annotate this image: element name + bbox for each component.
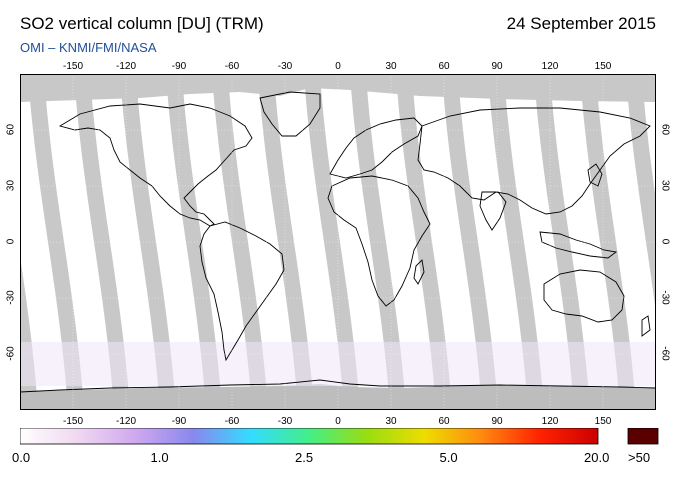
orbit-gap-swath bbox=[74, 74, 130, 410]
asia-coast bbox=[417, 107, 651, 215]
lat-tick-label: -30 bbox=[5, 290, 17, 305]
colorbar-gradient bbox=[20, 428, 599, 445]
lon-tick-label: 30 bbox=[385, 416, 397, 427]
africa-coast bbox=[327, 175, 431, 307]
japan-coast bbox=[587, 163, 603, 187]
lon-tick-label: -60 bbox=[224, 416, 240, 427]
lon-tick-label: 90 bbox=[491, 61, 503, 72]
lat-tick-label: 60 bbox=[659, 123, 671, 136]
colorbar bbox=[20, 428, 659, 445]
lon-tick-label: -60 bbox=[224, 61, 240, 72]
colorbar-overflow-swatch bbox=[627, 428, 659, 445]
lon-tick-label: -90 bbox=[171, 416, 187, 427]
lon-tick-label: 30 bbox=[385, 61, 397, 72]
colorbar-label: 1.0 bbox=[150, 450, 169, 465]
map-date: 24 September 2015 bbox=[506, 14, 656, 33]
orbit-gap-swath bbox=[396, 74, 452, 410]
lon-tick-label: 150 bbox=[594, 416, 612, 427]
orbit-gap-swath bbox=[488, 74, 544, 410]
australia-coast bbox=[543, 269, 625, 323]
lon-tick-label: -30 bbox=[277, 61, 293, 72]
lon-tick-label: 150 bbox=[594, 61, 612, 72]
colorbar-label: 0.0 bbox=[12, 450, 31, 465]
colorbar-label: 2.5 bbox=[295, 450, 314, 465]
so2-world-map bbox=[20, 74, 656, 410]
lat-tick-label: -60 bbox=[5, 346, 17, 361]
lon-tick-label: -30 bbox=[277, 416, 293, 427]
antarctica-coast bbox=[20, 379, 656, 393]
graticule bbox=[20, 74, 656, 410]
orbit-gap-swath bbox=[120, 74, 176, 410]
madagascar-coast bbox=[413, 259, 425, 285]
lon-tick-label: 60 bbox=[438, 61, 450, 72]
lat-tick-label: 30 bbox=[5, 179, 17, 192]
greenland-coast bbox=[259, 91, 321, 137]
lon-tick-label: -150 bbox=[62, 61, 83, 72]
colorbar-label: >50 bbox=[628, 450, 651, 465]
new-zealand-coast bbox=[641, 315, 651, 337]
south-noise-band bbox=[20, 342, 656, 386]
orbit-gap-swath bbox=[350, 74, 406, 410]
lon-tick-label: 0 bbox=[335, 416, 341, 427]
south-america-coast bbox=[199, 221, 285, 362]
maritime-asia-coast bbox=[539, 231, 618, 259]
lon-tick-label: 60 bbox=[438, 416, 450, 427]
colorbar-label: 20.0 bbox=[584, 450, 610, 465]
data-credit: OMI – KNMI/FMI/NASA bbox=[20, 40, 157, 55]
lon-tick-label: 90 bbox=[491, 416, 503, 427]
lat-tick-label: 60 bbox=[5, 123, 17, 136]
lon-tick-label: -90 bbox=[171, 61, 187, 72]
lat-tick-label: 0 bbox=[5, 238, 17, 245]
lat-tick-label: 30 bbox=[659, 179, 671, 192]
orbit-gap-swath bbox=[534, 74, 590, 410]
lon-tick-label: 0 bbox=[335, 61, 341, 72]
north-america-coast bbox=[58, 103, 253, 227]
coastlines bbox=[20, 91, 656, 393]
lon-tick-label: 120 bbox=[541, 416, 559, 427]
colorbar-label: 5.0 bbox=[439, 450, 458, 465]
orbit-gap-swath bbox=[212, 74, 268, 410]
lon-tick-label: -150 bbox=[62, 416, 83, 427]
south-polar-nodata bbox=[20, 384, 656, 410]
orbit-gap-swath bbox=[258, 74, 314, 410]
lon-tick-label: -120 bbox=[115, 416, 136, 427]
lat-tick-label: -60 bbox=[659, 346, 671, 361]
india-coast bbox=[479, 191, 507, 231]
lat-tick-label: 0 bbox=[659, 238, 671, 245]
map-title: SO2 vertical column [DU] (TRM) bbox=[20, 14, 264, 33]
lon-tick-label: -120 bbox=[115, 61, 136, 72]
lat-tick-label: -30 bbox=[659, 290, 671, 305]
lon-tick-label: 120 bbox=[541, 61, 559, 72]
orbit-gap-swath bbox=[626, 74, 656, 313]
map-frame bbox=[20, 74, 656, 410]
